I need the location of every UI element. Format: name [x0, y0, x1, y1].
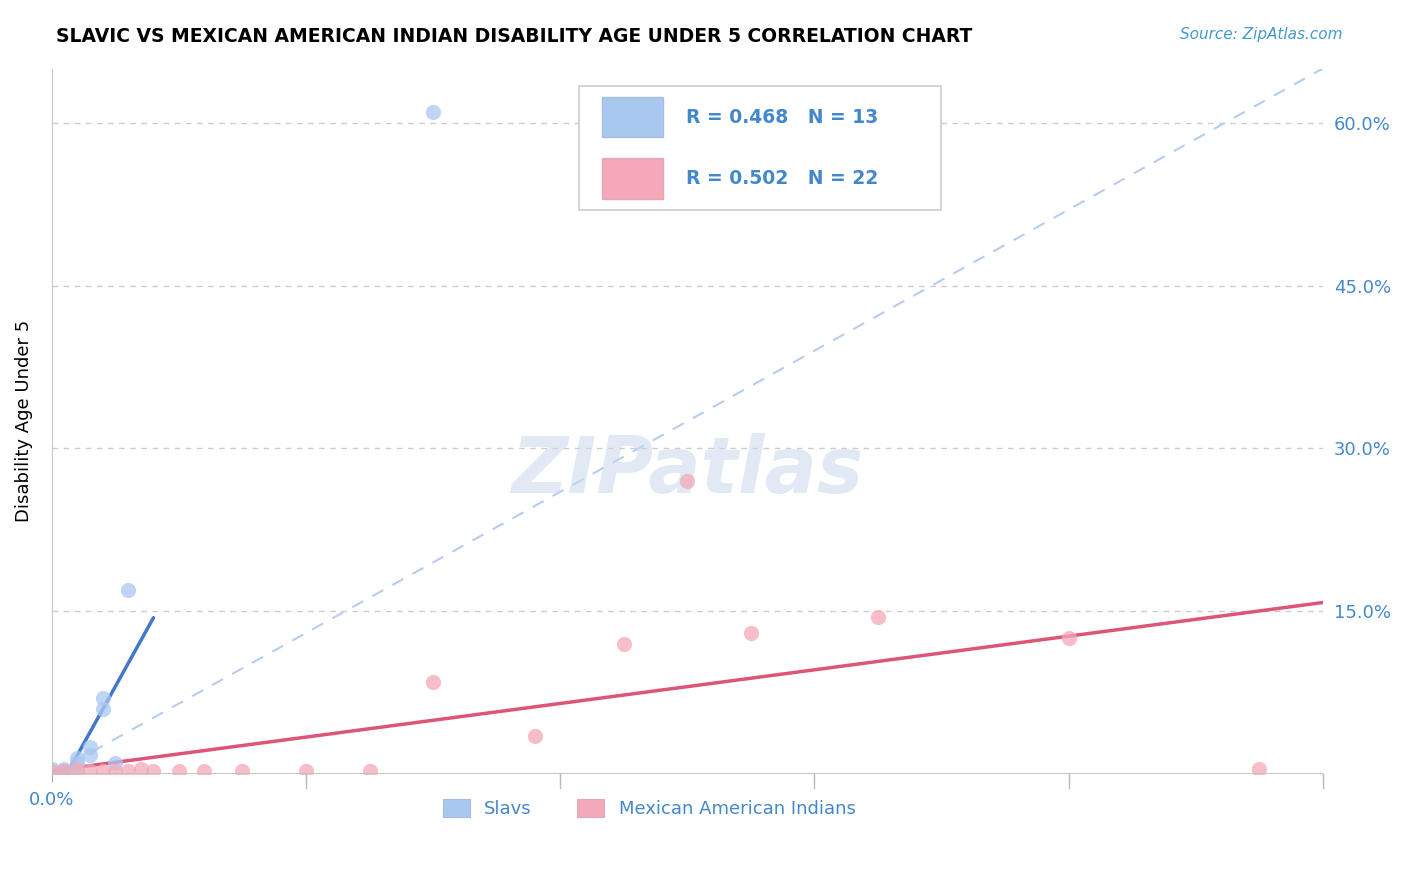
Point — [422, 674, 444, 689]
FancyBboxPatch shape — [579, 87, 942, 210]
Point — [41, 762, 63, 776]
Point — [66, 762, 89, 776]
Text: ZIPatlas: ZIPatlas — [512, 433, 863, 508]
Point — [53, 764, 76, 778]
Point — [142, 764, 165, 778]
Point — [79, 747, 101, 762]
Point — [193, 764, 215, 778]
Text: R = 0.468   N = 13: R = 0.468 N = 13 — [686, 108, 879, 127]
Y-axis label: Disability Age Under 5: Disability Age Under 5 — [15, 320, 32, 523]
Text: Source: ZipAtlas.com: Source: ZipAtlas.com — [1180, 27, 1343, 42]
Point — [1057, 632, 1080, 646]
Point — [167, 764, 190, 778]
Point — [231, 764, 253, 778]
Point — [91, 691, 114, 706]
Text: R = 0.502   N = 22: R = 0.502 N = 22 — [686, 169, 879, 188]
Point — [740, 626, 762, 640]
Point — [129, 762, 152, 776]
Point — [53, 764, 76, 778]
Point — [117, 582, 139, 597]
Point — [79, 739, 101, 754]
Point — [676, 474, 699, 488]
Point — [613, 637, 636, 651]
Point — [79, 764, 101, 778]
Point — [91, 702, 114, 716]
Point — [104, 764, 127, 778]
Point — [66, 751, 89, 765]
FancyBboxPatch shape — [602, 158, 664, 199]
Point — [866, 609, 889, 624]
Point — [422, 104, 444, 119]
Point — [1249, 762, 1271, 776]
Point — [91, 764, 114, 778]
Text: SLAVIC VS MEXICAN AMERICAN INDIAN DISABILITY AGE UNDER 5 CORRELATION CHART: SLAVIC VS MEXICAN AMERICAN INDIAN DISABI… — [56, 27, 973, 45]
Point — [523, 729, 546, 743]
Point — [66, 756, 89, 771]
Point — [104, 756, 127, 771]
Point — [53, 762, 76, 776]
Legend: Slavs, Mexican American Indians: Slavs, Mexican American Indians — [436, 791, 863, 825]
Point — [295, 764, 318, 778]
FancyBboxPatch shape — [602, 96, 664, 137]
Point — [41, 764, 63, 778]
Point — [359, 764, 381, 778]
Point — [117, 764, 139, 778]
Point — [66, 762, 89, 776]
